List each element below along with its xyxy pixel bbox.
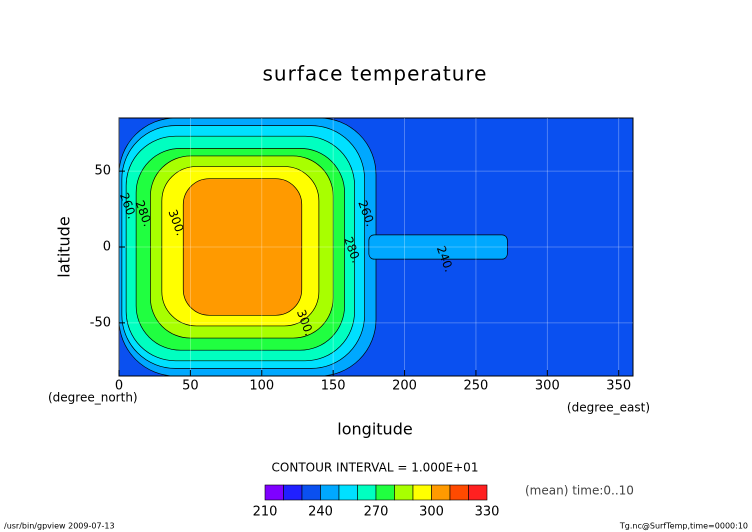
y-tick-label: 0 [103,240,111,255]
colorbar-segment [468,484,488,501]
contour-region [368,234,508,260]
colorbar-segment [394,484,414,501]
colorbar-label: 240 [308,505,333,520]
x-tick-label: 250 [464,379,489,394]
x-tick-label: 300 [535,379,560,394]
x-tick-label: 50 [182,379,199,394]
x-tick-label: 100 [249,379,274,394]
x-unit: (degree_east) [567,401,650,415]
chart-title: surface temperature [263,62,488,86]
x-tick-label: 350 [606,379,631,394]
note: (mean) time:0..10 [525,484,634,498]
y-tick-label: -50 [90,315,111,330]
y-tick-label: 50 [94,164,111,179]
colorbar-segment [431,484,451,501]
colorbar-segment [320,484,340,501]
footer-right: Tg.nc@SurfTemp,time=0000:10 [619,522,748,531]
y-axis-label: latitude [55,216,74,277]
colorbar-segment [375,484,395,501]
x-axis-label: longitude [337,420,412,439]
y-unit: (degree_north) [48,391,138,405]
colorbar-label: 270 [364,505,389,520]
colorbar-label: 300 [419,505,444,520]
colorbar-label: 210 [253,505,278,520]
colorbar-segment [412,484,432,501]
colorbar-segment [357,484,377,501]
x-tick-label: 0 [115,379,123,394]
contour-interval: CONTOUR INTERVAL = 1.000E+01 [272,461,479,475]
colorbar-segment [449,484,469,501]
colorbar-segment [338,484,358,501]
colorbar-segment [264,484,284,501]
footer-left: /usr/bin/gpview 2009-07-13 [4,522,115,531]
x-tick-label: 200 [392,379,417,394]
x-tick-label: 150 [321,379,346,394]
contour-region [182,178,303,316]
colorbar-segment [301,484,321,501]
colorbar-segment [283,484,303,501]
colorbar-label: 330 [475,505,500,520]
